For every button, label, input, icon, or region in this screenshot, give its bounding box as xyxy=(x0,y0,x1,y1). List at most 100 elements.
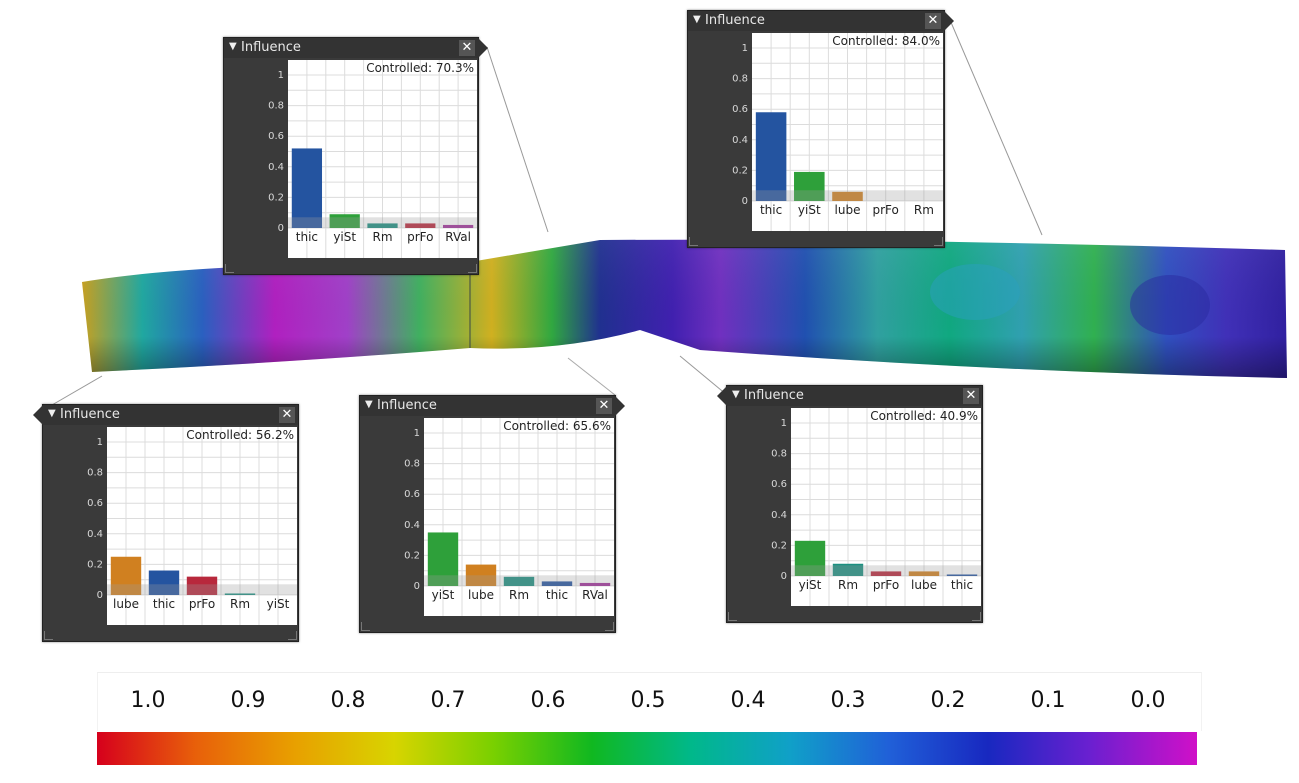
bar-label: thic xyxy=(153,597,175,611)
resize-grip-icon[interactable] xyxy=(689,237,698,246)
bar-thic[interactable] xyxy=(541,581,573,586)
bar-thic[interactable] xyxy=(946,574,978,576)
influence-panel-5[interactable]: ▼ Influence ✕ 1 0.8 0.6 0.4 0.2 0 Controlled: 40.… xyxy=(717,385,983,623)
bar-Rm[interactable] xyxy=(832,563,864,576)
panel-header[interactable]: ▼ Influence ✕ xyxy=(727,386,982,406)
panel-pointer-tab xyxy=(33,405,43,425)
bar-RVal[interactable] xyxy=(442,224,474,228)
colorbar-tick-label: 0.6 xyxy=(530,688,566,713)
y-tick-label: 0.4 xyxy=(771,510,787,521)
bar-label: Rm xyxy=(372,230,392,244)
resize-grip-icon[interactable] xyxy=(361,622,370,631)
close-icon[interactable]: ✕ xyxy=(459,40,475,56)
y-tick-label: 0 xyxy=(742,196,748,207)
bar-label: thic xyxy=(760,203,782,217)
controlled-percent-label: Controlled: 65.6% xyxy=(503,419,611,433)
bar-lube[interactable] xyxy=(908,571,940,576)
colorbar-tick-label: 0.5 xyxy=(630,688,666,713)
bar-thic[interactable] xyxy=(291,148,323,228)
influence-panel-3[interactable]: ▼ Influence ✕ 1 0.8 0.6 0.4 0.2 0 Controlled: 56.… xyxy=(33,404,299,642)
y-tick-label: 0.2 xyxy=(404,550,420,561)
colorbar-tick-label: 0.4 xyxy=(730,688,766,713)
influence-panel-4[interactable]: ▼ Influence ✕ 1 0.8 0.6 0.4 0.2 0 Controlled: 65.… xyxy=(359,395,625,633)
bar-label: yiSt xyxy=(267,597,290,611)
colorbar-tick-label: 0.8 xyxy=(330,688,366,713)
panel-pointer-tab xyxy=(615,396,625,416)
y-tick-label: 0.6 xyxy=(771,479,787,490)
bar-prFo[interactable] xyxy=(186,576,218,595)
colorbar-tick-label: 0.1 xyxy=(1030,688,1066,713)
resize-grip-icon[interactable] xyxy=(288,631,297,640)
bar-label: RVal xyxy=(582,588,608,602)
close-icon[interactable]: ✕ xyxy=(596,398,612,414)
panel-header[interactable]: ▼ Influence ✕ xyxy=(224,38,478,58)
bar-thic[interactable] xyxy=(148,570,180,595)
colorbar-label-strip xyxy=(97,672,1202,731)
resize-grip-icon[interactable] xyxy=(934,237,943,246)
bar-label: prFo xyxy=(873,578,899,592)
resize-grip-icon[interactable] xyxy=(225,264,234,273)
bar-yiSt[interactable] xyxy=(794,171,825,201)
bar-label: RVal xyxy=(445,230,471,244)
y-tick-label: 0.2 xyxy=(771,540,787,551)
bar-label: Rm xyxy=(914,203,934,217)
bar-prFo[interactable] xyxy=(405,223,436,228)
colorbar-tick-label: 1.0 xyxy=(130,688,166,713)
bar-yiSt[interactable] xyxy=(794,540,826,576)
y-tick-label: 1 xyxy=(414,428,420,439)
collapse-triangle-icon[interactable]: ▼ xyxy=(365,399,373,410)
resize-grip-icon[interactable] xyxy=(468,264,477,273)
collapse-triangle-icon[interactable]: ▼ xyxy=(693,14,701,25)
panel-title: Influence xyxy=(377,398,437,413)
bar-label: prFo xyxy=(189,597,215,611)
controlled-percent-label: Controlled: 84.0% xyxy=(832,34,940,48)
bar-prFo[interactable] xyxy=(870,571,902,576)
bar-RVal[interactable] xyxy=(579,582,611,586)
resize-grip-icon[interactable] xyxy=(972,612,981,621)
bar-yiSt[interactable] xyxy=(329,214,360,228)
bar-Rm[interactable] xyxy=(367,223,398,228)
collapse-triangle-icon[interactable]: ▼ xyxy=(229,41,237,52)
close-icon[interactable]: ✕ xyxy=(279,407,295,423)
bar-label: yiSt xyxy=(432,588,455,602)
y-tick-label: 0 xyxy=(97,590,103,601)
y-tick-label: 0.2 xyxy=(87,559,103,570)
bar-label: lube xyxy=(911,578,937,592)
close-icon[interactable]: ✕ xyxy=(925,13,941,29)
colorbar-tick-label: 0.7 xyxy=(430,688,466,713)
panel-pointer-tab xyxy=(717,386,727,406)
influence-bar-chart: 1 0.8 0.6 0.4 0.2 0 Controlled: 70.3% thic yiSt R… xyxy=(268,60,477,258)
influence-panel-1[interactable]: ▼ Influence ✕ 1 0.8 0.6 0.4 0.2 0 Controlled: 70.… xyxy=(223,37,488,275)
collapse-triangle-icon[interactable]: ▼ xyxy=(48,408,56,419)
bar-label: Rm xyxy=(230,597,250,611)
panel-pointer-tab xyxy=(944,11,954,31)
bar-Rm[interactable] xyxy=(224,593,256,595)
y-tick-label: 0.6 xyxy=(404,489,420,500)
bar-lube[interactable] xyxy=(832,191,863,201)
resize-grip-icon[interactable] xyxy=(728,612,737,621)
bar-label: prFo xyxy=(873,203,899,217)
y-tick-label: 0 xyxy=(781,571,787,582)
bar-label: lube xyxy=(835,203,861,217)
bar-lube[interactable] xyxy=(110,556,142,595)
panel-header[interactable]: ▼ Influence ✕ xyxy=(688,11,944,31)
bar-label: lube xyxy=(468,588,494,602)
bar-yiSt[interactable] xyxy=(427,532,459,586)
y-tick-label: 0 xyxy=(414,581,420,592)
resize-grip-icon[interactable] xyxy=(44,631,53,640)
bar-label: thic xyxy=(546,588,568,602)
resize-grip-icon[interactable] xyxy=(605,622,614,631)
influence-panel-2[interactable]: ▼ Influence ✕ 1 0.8 0.6 0.4 0.2 0 Controlled: 84.… xyxy=(687,10,954,248)
bar-Rm[interactable] xyxy=(503,576,535,586)
y-tick-label: 0.8 xyxy=(268,101,284,112)
colorbar-tick-label: 0.2 xyxy=(930,688,966,713)
collapse-triangle-icon[interactable]: ▼ xyxy=(732,389,740,400)
close-icon[interactable]: ✕ xyxy=(963,388,979,404)
bar-thic[interactable] xyxy=(755,112,787,201)
bar-lube[interactable] xyxy=(465,564,497,586)
panel-header[interactable]: ▼ Influence ✕ xyxy=(43,405,298,425)
bar-label: thic xyxy=(296,230,318,244)
y-tick-label: 0.4 xyxy=(87,529,103,540)
bar-label: yiSt xyxy=(333,230,356,244)
panel-header[interactable]: ▼ Influence ✕ xyxy=(360,396,615,416)
